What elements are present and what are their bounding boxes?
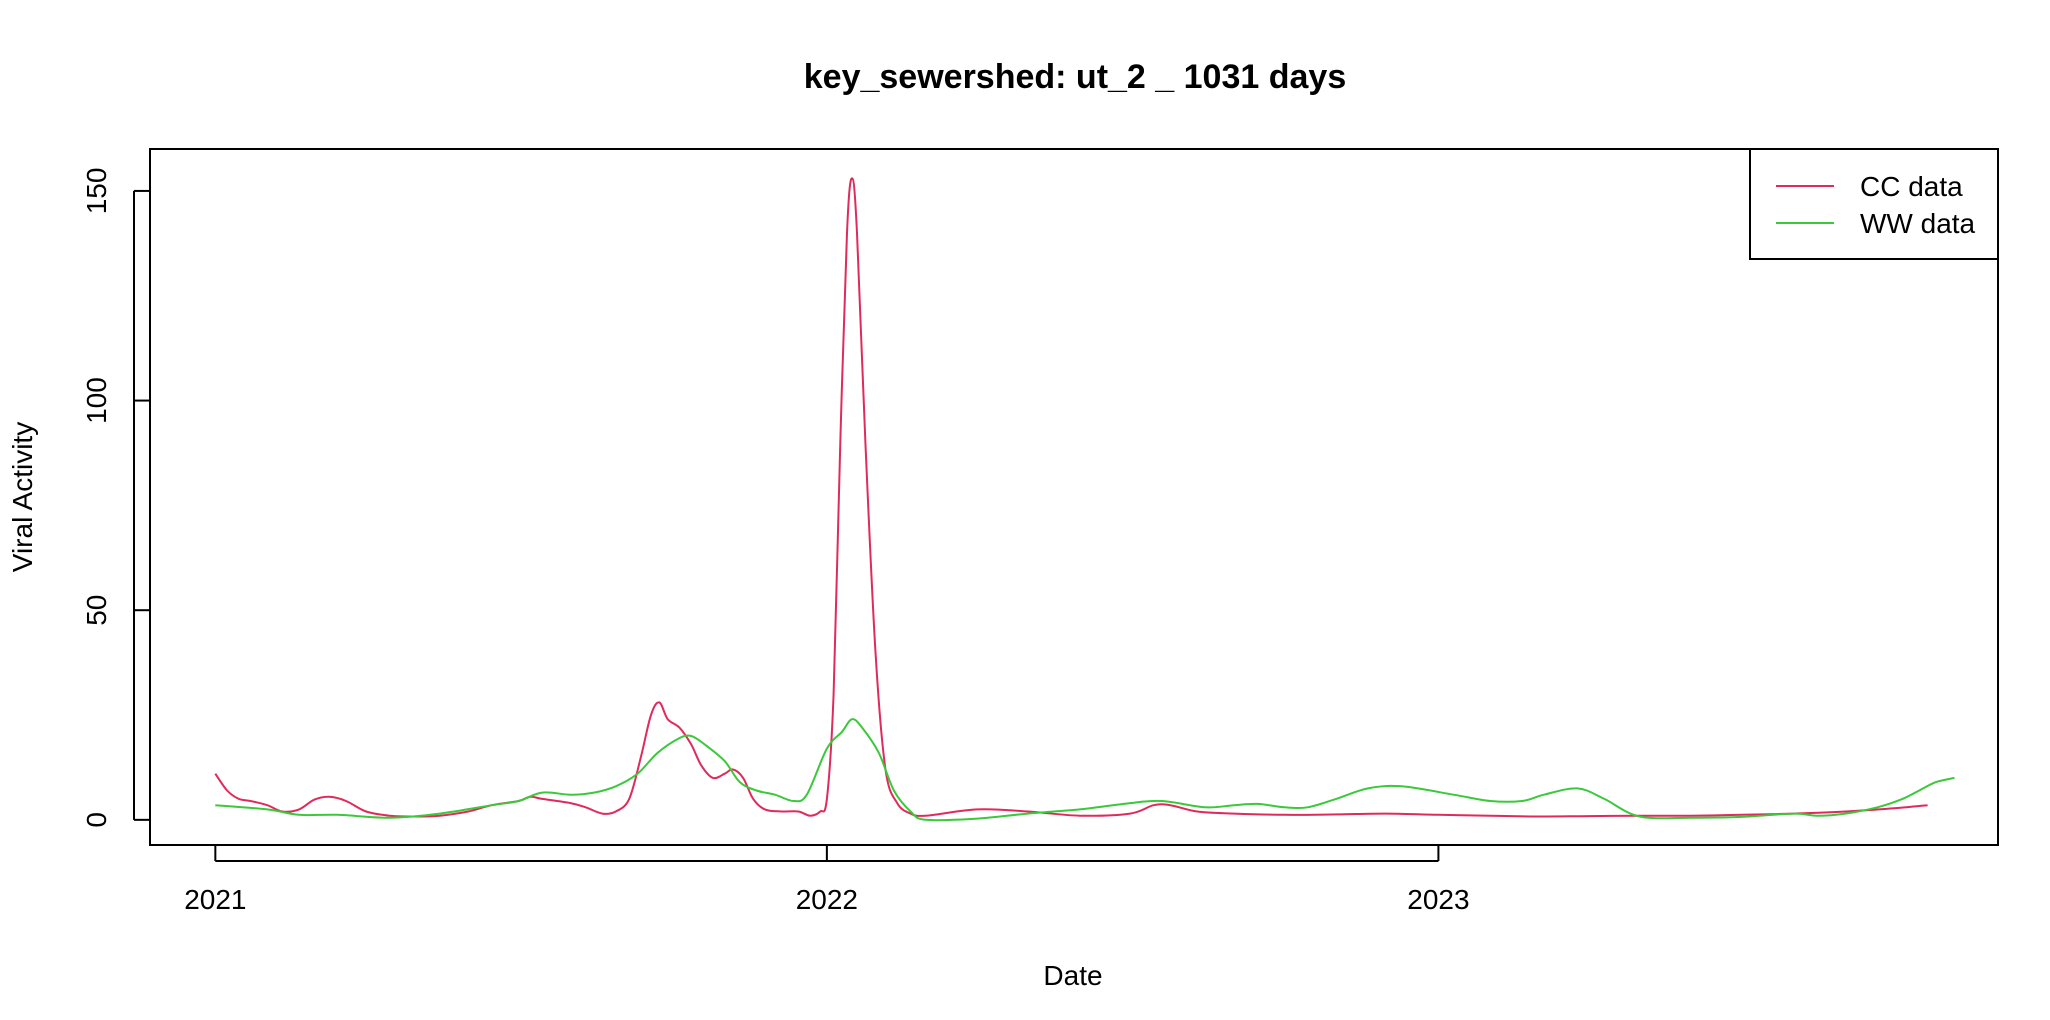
legend-box bbox=[1749, 148, 1999, 260]
x-axis-label: Date bbox=[1043, 960, 1102, 991]
y-tick-label: 100 bbox=[81, 377, 112, 424]
y-tick-label: 0 bbox=[81, 812, 112, 828]
series-layer bbox=[214, 177, 1955, 822]
series-line-cc-data bbox=[214, 177, 1928, 818]
y-tick-label: 50 bbox=[81, 595, 112, 626]
y-axis-label: Viral Activity bbox=[7, 422, 38, 572]
y-tick-label: 150 bbox=[81, 168, 112, 215]
plot-frame bbox=[149, 148, 1999, 846]
x-tick-label: 2021 bbox=[184, 884, 246, 915]
legend: CC data WW data bbox=[1749, 148, 1999, 260]
x-tick-label: 2023 bbox=[1407, 884, 1469, 915]
y-axis: 0 50 100 150 bbox=[81, 168, 150, 828]
series-line-ww-data bbox=[215, 718, 1955, 822]
x-tick-label: 2022 bbox=[796, 884, 858, 915]
chart-title: key_sewershed: ut_2 _ 1031 days bbox=[804, 58, 1346, 96]
x-axis: 2021 2022 2023 bbox=[184, 845, 1470, 915]
legend-label: WW data bbox=[1860, 208, 1976, 239]
legend-label: CC data bbox=[1860, 171, 1963, 202]
